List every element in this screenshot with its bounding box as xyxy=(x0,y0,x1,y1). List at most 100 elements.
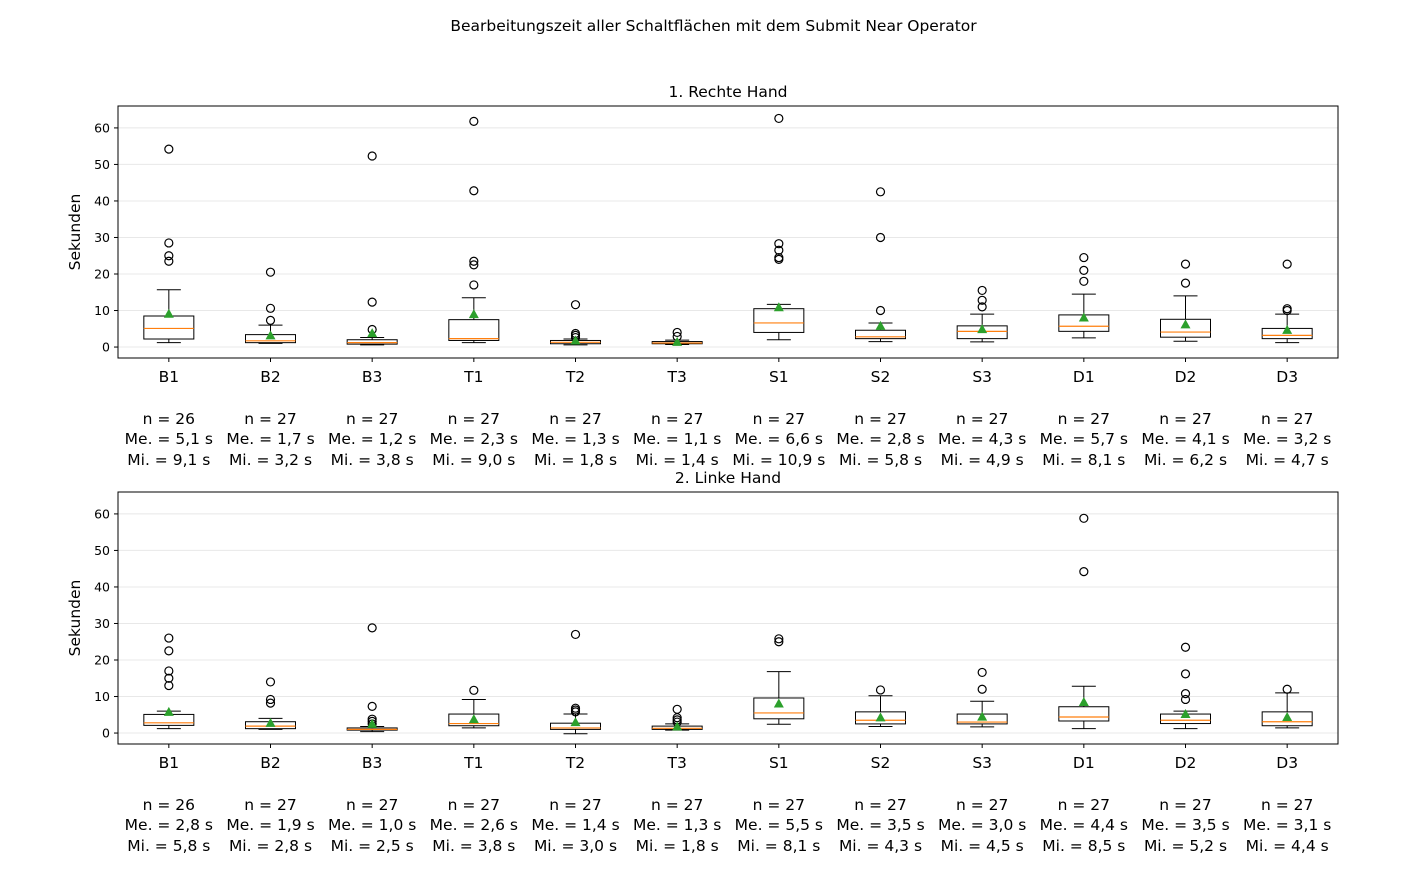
outlier-point xyxy=(774,634,784,644)
y-tick-label: 40 xyxy=(94,579,110,594)
stat-n: n = 27 xyxy=(1159,796,1211,814)
outlier-point xyxy=(977,667,987,678)
outlier-point xyxy=(977,285,987,296)
outlier-point xyxy=(977,295,987,305)
outlier-point xyxy=(977,684,987,694)
stat-mean: Mi. = 9,0 s xyxy=(432,451,515,469)
stat-median: Me. = 5,5 s xyxy=(735,816,823,834)
stat-n: n = 27 xyxy=(244,796,296,814)
stat-n: n = 27 xyxy=(651,410,703,428)
box-D2 xyxy=(1160,259,1211,342)
y-axis-label: Sekunden xyxy=(66,580,84,657)
mean-marker xyxy=(1282,711,1293,721)
box-D1 xyxy=(1058,252,1110,339)
stat-n: n = 27 xyxy=(1058,410,1110,428)
box-T3 xyxy=(651,704,703,731)
stat-median: Me. = 1,3 s xyxy=(633,816,721,834)
stat-median: Me. = 1,9 s xyxy=(226,816,314,834)
outlier-point xyxy=(875,187,886,197)
mean-marker xyxy=(265,330,276,340)
box-D3 xyxy=(1261,259,1313,344)
outlier-point xyxy=(1079,265,1089,275)
outlier-point xyxy=(672,704,682,714)
stat-n: n = 27 xyxy=(448,410,500,428)
stat-mean: Mi. = 10,9 s xyxy=(732,451,825,469)
mean-marker xyxy=(367,328,378,338)
outlier-point xyxy=(265,694,276,705)
x-tick-label: S2 xyxy=(871,754,891,772)
y-tick-label: 50 xyxy=(94,157,110,172)
stat-n: n = 27 xyxy=(549,410,601,428)
stat-mean: Mi. = 6,2 s xyxy=(1144,451,1227,469)
y-tick-label: 30 xyxy=(94,616,110,631)
outlier-point xyxy=(774,239,784,249)
iqr-box xyxy=(1058,706,1110,722)
outlier-point xyxy=(164,238,174,248)
stat-n: n = 27 xyxy=(1261,796,1313,814)
outlier-point xyxy=(164,673,174,683)
mean-marker xyxy=(875,320,886,330)
x-tick-label: D1 xyxy=(1073,754,1095,772)
x-tick-label: D2 xyxy=(1175,754,1197,772)
iqr-box xyxy=(448,319,500,341)
outlier-point xyxy=(1282,684,1292,694)
outlier-point xyxy=(774,252,784,263)
x-tick-label: D3 xyxy=(1276,754,1298,772)
stat-n: n = 27 xyxy=(244,410,296,428)
stat-mean: Mi. = 3,2 s xyxy=(229,451,312,469)
y-tick-label: 20 xyxy=(94,653,110,668)
y-tick-label: 0 xyxy=(102,340,110,355)
iqr-box xyxy=(1160,318,1211,338)
stat-mean: Mi. = 4,3 s xyxy=(839,837,922,855)
box-T3 xyxy=(651,327,703,346)
stat-median: Me. = 3,5 s xyxy=(1141,816,1229,834)
stat-mean: Mi. = 4,5 s xyxy=(941,837,1024,855)
mean-marker xyxy=(672,721,683,731)
iqr-box xyxy=(346,339,398,345)
box-D1 xyxy=(1058,513,1110,730)
box-T1 xyxy=(448,116,500,344)
outlier-point xyxy=(164,633,174,643)
outlier-point xyxy=(875,232,886,243)
stat-n: n = 27 xyxy=(753,796,805,814)
panel-right-hand: 0 10 20 30 40 50 60 Sekunden 1. Rechte Hand B1 n =… xyxy=(66,83,1339,469)
iqr-box xyxy=(143,315,195,340)
stat-median: Me. = 3,0 s xyxy=(938,816,1026,834)
outlier-point xyxy=(367,623,377,633)
box-S3 xyxy=(956,667,1008,728)
stat-mean: Mi. = 2,8 s xyxy=(229,837,312,855)
stat-mean: Mi. = 5,8 s xyxy=(127,837,210,855)
mean-marker xyxy=(977,324,988,334)
outlier-point xyxy=(469,116,479,126)
x-tick-label: D2 xyxy=(1175,368,1197,386)
outlier-point xyxy=(164,666,174,676)
outlier-point xyxy=(469,280,479,290)
stat-mean: Mi. = 4,7 s xyxy=(1246,451,1329,469)
stat-n: n = 27 xyxy=(1261,410,1313,428)
outlier-point xyxy=(570,705,581,715)
mean-marker xyxy=(773,698,784,708)
x-tick-label: S1 xyxy=(769,754,789,772)
box-T2 xyxy=(550,629,601,735)
outlier-point xyxy=(1180,259,1191,269)
outlier-point xyxy=(265,267,276,277)
y-tick-label: 60 xyxy=(94,120,110,135)
stat-n: n = 27 xyxy=(1058,796,1110,814)
stat-n: n = 27 xyxy=(956,410,1008,428)
box-T2 xyxy=(550,300,601,346)
outlier-point xyxy=(469,256,479,266)
outlier-point xyxy=(1180,688,1191,699)
mean-marker xyxy=(1078,697,1089,706)
figure-title: Bearbeitungszeit aller Schaltflächen mit… xyxy=(450,17,977,35)
x-tick-label: B3 xyxy=(362,754,383,772)
stat-median: Me. = 4,4 s xyxy=(1040,816,1128,834)
iqr-box xyxy=(855,329,906,340)
outlier-point xyxy=(164,646,174,656)
outlier-point xyxy=(875,305,886,316)
stat-median: Me. = 4,1 s xyxy=(1141,430,1229,448)
outlier-point xyxy=(164,680,174,691)
outlier-point xyxy=(570,300,581,310)
stat-median: Me. = 2,3 s xyxy=(430,430,518,448)
stat-n: n = 27 xyxy=(346,796,398,814)
stat-median: Me. = 1,7 s xyxy=(226,430,314,448)
